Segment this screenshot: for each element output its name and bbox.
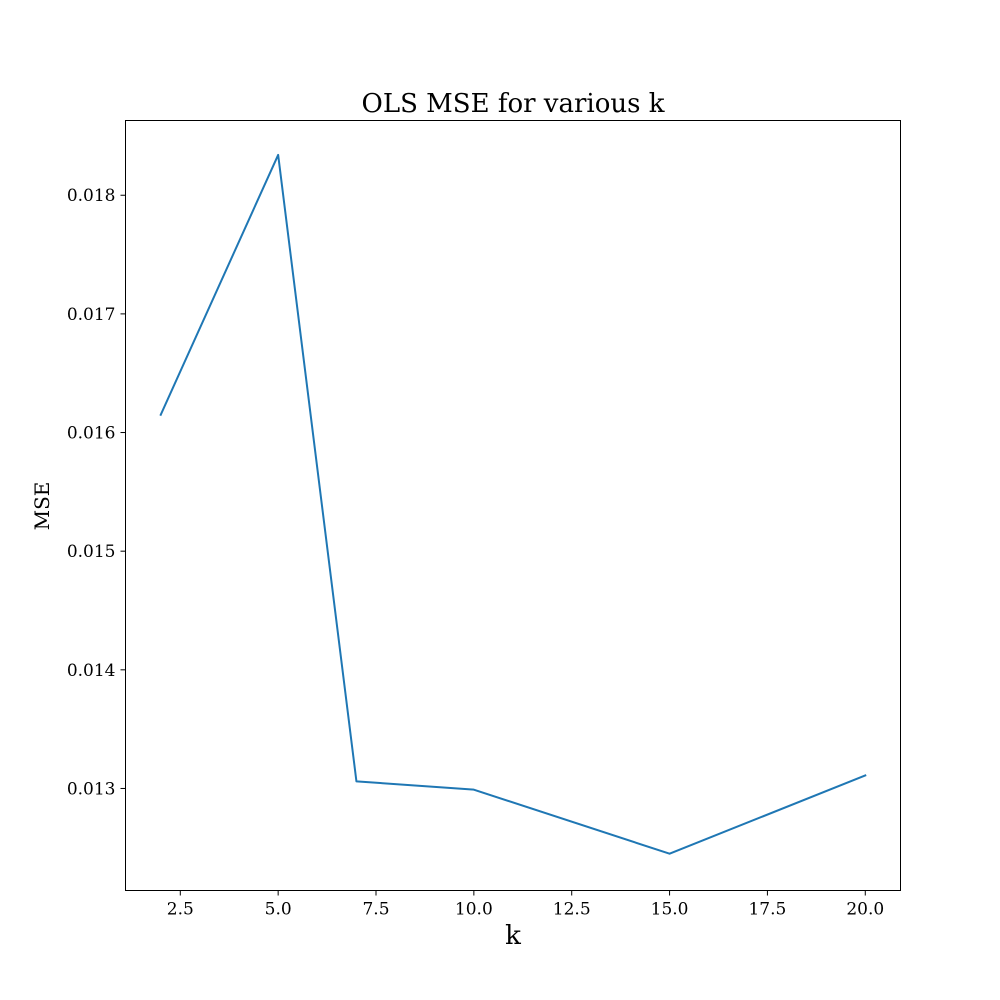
y-tick-label: 0.013 <box>67 779 116 799</box>
y-tick-label: 0.017 <box>67 305 116 325</box>
x-tick-label: 7.5 <box>362 900 389 920</box>
x-tick-label: 12.5 <box>553 900 591 920</box>
x-tick-label: 17.5 <box>748 900 786 920</box>
y-axis: 0.013 0.014 0.015 0.016 0.017 0.018 <box>67 186 126 799</box>
x-axis-label: k <box>505 921 521 951</box>
plot-frame <box>125 120 901 891</box>
x-axis: 2.5 5.0 7.5 10.0 12.5 15.0 17.5 20.0 <box>167 890 884 920</box>
series-layer <box>159 153 867 855</box>
x-tick-label: 2.5 <box>167 900 194 920</box>
x-tick-label: 20.0 <box>846 900 884 920</box>
x-tick-label: 5.0 <box>265 900 292 920</box>
y-tick-label: 0.016 <box>67 424 116 444</box>
y-tick-label: 0.015 <box>67 542 116 562</box>
x-tick-label: 15.0 <box>651 900 689 920</box>
plot-area <box>125 120 901 891</box>
chart-title: OLS MSE for various k <box>362 89 665 119</box>
x-tick-label: 10.0 <box>455 900 493 920</box>
y-tick-label: 0.018 <box>67 186 116 206</box>
y-axis-label: MSE <box>30 482 54 531</box>
series-line <box>159 153 867 855</box>
y-tick-label: 0.014 <box>67 661 116 681</box>
